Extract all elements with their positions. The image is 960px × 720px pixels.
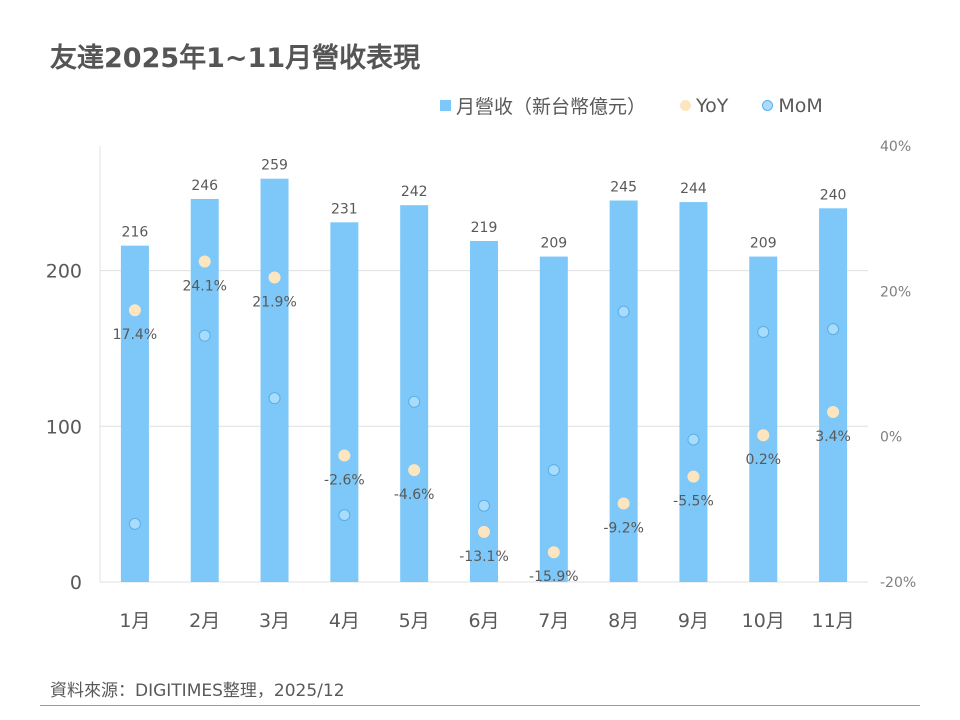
mom-point — [198, 329, 211, 342]
x-tick-label: 9月 — [678, 610, 709, 632]
source-note: 資料來源：DIGITIMES整理，2025/12 — [50, 681, 345, 701]
yoy-data-label: -2.6% — [324, 473, 365, 489]
mom-point — [757, 326, 770, 339]
y-left-tick-label: 100 — [46, 416, 82, 438]
x-tick-label: 6月 — [468, 610, 499, 632]
legend-item-revenue: 月營收（新台幣億元） — [440, 92, 646, 119]
revenue-bar — [539, 256, 568, 582]
revenue-bar — [749, 256, 778, 582]
x-tick-label: 8月 — [608, 610, 639, 632]
yoy-data-label: -9.2% — [603, 521, 644, 537]
revenue-data-label: 209 — [750, 236, 777, 252]
legend-swatch-yoy — [680, 100, 692, 111]
x-tick-label: 11月 — [811, 610, 854, 632]
yoy-point — [268, 271, 281, 284]
revenue-data-label: 259 — [261, 158, 288, 174]
x-tick-label: 5月 — [399, 610, 430, 632]
yoy-point — [338, 449, 351, 462]
mom-point — [687, 433, 700, 446]
revenue-bar — [120, 245, 149, 582]
mom-point — [478, 499, 490, 512]
x-tick-label: 3月 — [259, 610, 290, 632]
yoy-point — [478, 525, 490, 538]
mom-point — [338, 509, 351, 522]
revenue-bar — [260, 178, 289, 582]
revenue-data-label: 219 — [471, 220, 498, 236]
revenue-bar — [400, 205, 429, 582]
yoy-data-label: -4.6% — [394, 487, 435, 503]
yoy-point — [687, 470, 700, 483]
revenue-bar — [609, 200, 638, 582]
yoy-data-label: 0.2% — [745, 452, 781, 468]
revenue-data-label: 216 — [122, 225, 149, 241]
legend-item-mom: MoM — [762, 92, 823, 119]
legend-label-mom: MoM — [778, 94, 823, 117]
y-right-tick-label: 20% — [880, 284, 911, 300]
x-tick-label: 1月 — [119, 610, 150, 632]
yoy-data-label: 21.9% — [252, 295, 296, 311]
revenue-data-label: 245 — [610, 180, 637, 196]
revenue-data-label: 240 — [820, 187, 847, 203]
y-right-tick-label: 0% — [880, 430, 902, 446]
x-tick-label: 10月 — [742, 610, 785, 632]
yoy-point — [408, 464, 421, 477]
yoy-data-label: -15.9% — [529, 569, 579, 585]
yoy-data-label: 3.4% — [815, 429, 851, 445]
legend-swatch-revenue — [440, 100, 451, 111]
y-right-tick-label: 40% — [880, 139, 911, 155]
mom-point — [547, 464, 560, 477]
yoy-data-label: 24.1% — [182, 279, 226, 295]
revenue-bar — [330, 222, 359, 583]
chart-title: 友達2025年1~11月營收表現 — [50, 43, 421, 74]
revenue-data-label: 244 — [680, 181, 707, 197]
yoy-point — [547, 546, 560, 559]
x-tick-label: 7月 — [538, 610, 569, 632]
y-left-tick-label: 200 — [46, 261, 82, 283]
legend: 月營收（新台幣億元） YoY MoM — [440, 92, 823, 119]
x-tick-label: 4月 — [329, 610, 360, 632]
yoy-data-label: -13.1% — [459, 549, 509, 565]
revenue-data-label: 231 — [331, 201, 358, 217]
yoy-point — [757, 429, 770, 442]
legend-swatch-mom — [762, 100, 774, 111]
revenue-bar — [679, 202, 708, 583]
mom-point — [268, 392, 281, 405]
footer-divider — [40, 705, 920, 706]
mom-point — [128, 517, 141, 530]
revenue-data-label: 209 — [540, 236, 567, 252]
y-right-tick-label: -20% — [880, 575, 916, 591]
legend-item-yoy: YoY — [680, 92, 728, 119]
revenue-data-label: 242 — [401, 184, 428, 200]
mom-point — [408, 395, 421, 408]
revenue-bar — [819, 208, 848, 583]
x-tick-label: 2月 — [189, 610, 220, 632]
legend-label-yoy: YoY — [696, 94, 729, 117]
yoy-point — [128, 304, 141, 317]
legend-label-revenue: 月營收（新台幣億元） — [456, 96, 647, 118]
yoy-point — [827, 405, 840, 418]
yoy-data-label: 17.4% — [113, 327, 157, 343]
yoy-point — [617, 497, 630, 510]
mom-point — [617, 305, 630, 318]
revenue-data-label: 246 — [191, 178, 218, 194]
revenue-bar — [470, 240, 498, 582]
yoy-data-label: -5.5% — [673, 494, 714, 510]
yoy-point — [198, 255, 211, 268]
y-left-tick-label: 0 — [70, 572, 82, 594]
mom-point — [827, 323, 840, 336]
